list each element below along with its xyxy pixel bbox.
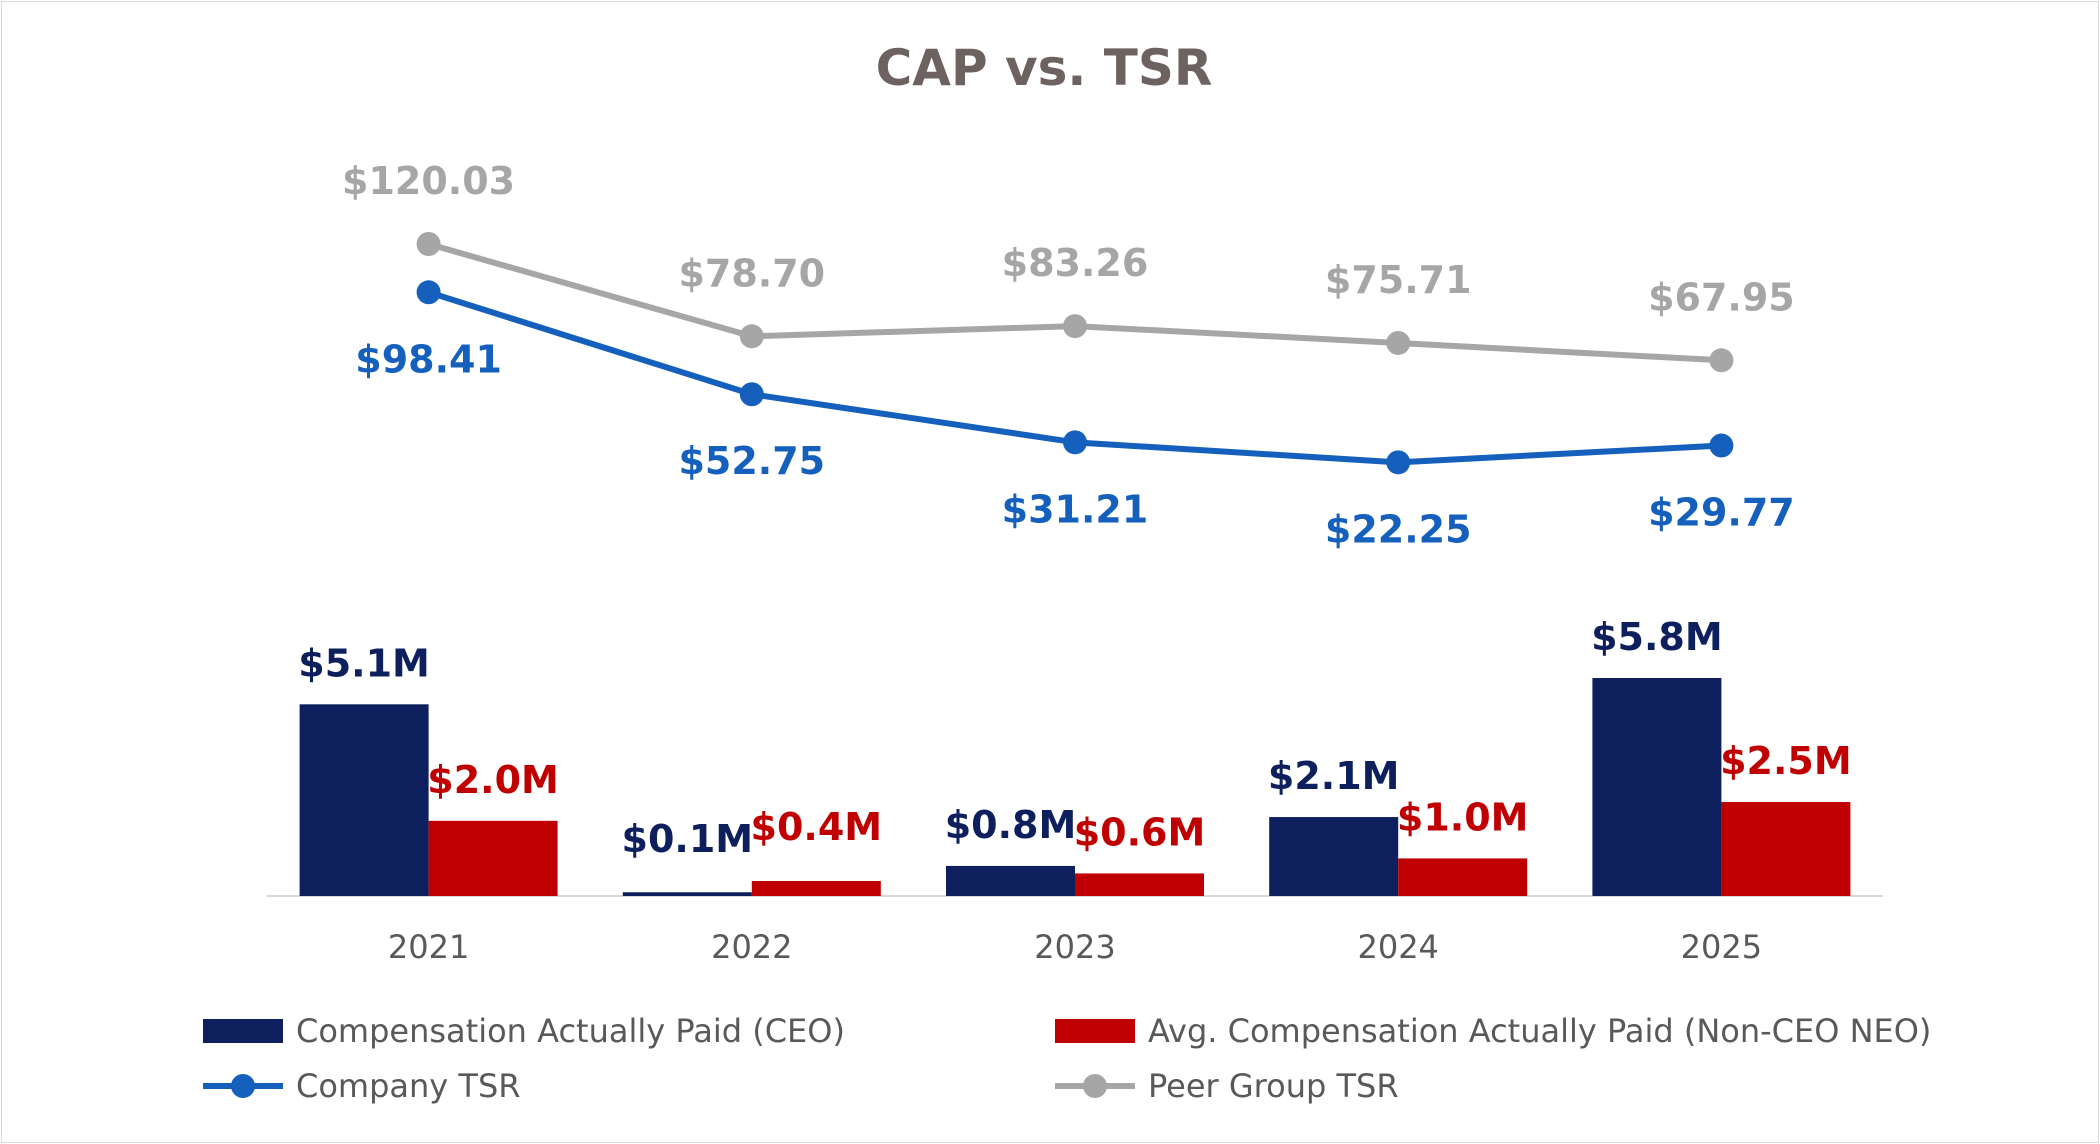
- legend-company-tsr-swatch-marker: [231, 1074, 255, 1098]
- bar-label-neo-2021: $2.0M: [427, 758, 559, 802]
- value-labels-layer: $5.1M $0.1M $0.8M $2.1M $5.8M $2.0M $0.4M $0.6M…: [298, 159, 1851, 861]
- bar-label-ceo-2024: $2.1M: [1268, 754, 1400, 798]
- point-company-tsr-2021: [416, 280, 441, 305]
- line-label-company-tsr-2024: $22.25: [1325, 507, 1472, 551]
- point-company-tsr-2022: [739, 382, 764, 407]
- bar-ceo-2024: [1269, 817, 1399, 896]
- line-label-company-tsr-2021: $98.41: [355, 337, 502, 381]
- point-company-tsr-2023: [1063, 430, 1087, 455]
- bar-neo-2022: [751, 880, 881, 896]
- bar-neo-2021: [428, 820, 558, 896]
- legend-neo-label: Avg. Compensation Actually Paid (Non-CEO…: [1148, 1012, 1931, 1050]
- line-label-company-tsr-2025: $29.77: [1648, 491, 1795, 535]
- line-label-company-tsr-2022: $52.75: [678, 439, 825, 483]
- x-tick-2023: 2023: [1034, 928, 1115, 966]
- bar-neo-2023: [1075, 873, 1204, 896]
- point-peer-group-tsr-2023: [1063, 314, 1087, 339]
- x-tick-labels: 2021 2022 2023 2024 2025: [388, 928, 1762, 966]
- bars-layer: [299, 678, 1851, 896]
- x-tick-2025: 2025: [1681, 928, 1762, 966]
- point-company-tsr-2024: [1386, 450, 1411, 475]
- line-label-peer-group-tsr-2022: $78.70: [678, 251, 825, 295]
- bar-label-ceo-2021: $5.1M: [298, 641, 430, 685]
- x-tick-2024: 2024: [1357, 928, 1438, 966]
- line-label-peer-group-tsr-2023: $83.26: [1002, 241, 1149, 285]
- bar-neo-2024: [1398, 858, 1528, 896]
- legend-peer-group-tsr-swatch-marker: [1083, 1074, 1107, 1098]
- legend-company-tsr-label: Company TSR: [296, 1067, 521, 1105]
- line-label-peer-group-tsr-2021: $120.03: [342, 159, 515, 203]
- bar-ceo-2023: [946, 865, 1075, 896]
- lines-layer: [416, 232, 1734, 475]
- point-company-tsr-2025: [1709, 433, 1734, 458]
- chart-title: CAP vs. TSR: [876, 39, 1213, 97]
- point-peer-group-tsr-2022: [739, 324, 764, 349]
- legend-ceo-swatch: [203, 1019, 283, 1043]
- line-label-peer-group-tsr-2024: $75.71: [1325, 258, 1472, 302]
- line-label-peer-group-tsr-2025: $67.95: [1648, 275, 1795, 319]
- point-peer-group-tsr-2025: [1709, 348, 1734, 373]
- bar-label-ceo-2025: $5.8M: [1591, 615, 1723, 659]
- x-tick-2022: 2022: [711, 928, 792, 966]
- bar-label-ceo-2022: $0.1M: [622, 817, 754, 861]
- bar-label-neo-2022: $0.4M: [751, 805, 883, 849]
- x-tick-2021: 2021: [388, 928, 469, 966]
- point-peer-group-tsr-2021: [416, 232, 441, 256]
- legend-neo-swatch: [1055, 1019, 1135, 1043]
- legend-peer-group-tsr-label: Peer Group TSR: [1148, 1067, 1399, 1105]
- bar-ceo-2022: [622, 892, 752, 896]
- bar-ceo-2025: [1592, 678, 1722, 896]
- bar-neo-2025: [1721, 802, 1851, 896]
- line-label-company-tsr-2023: $31.21: [1002, 487, 1149, 531]
- bar-label-neo-2023: $0.6M: [1074, 810, 1206, 854]
- bar-label-neo-2024: $1.0M: [1397, 795, 1529, 839]
- bar-label-neo-2025: $2.5M: [1720, 739, 1852, 783]
- bar-label-ceo-2023: $0.8M: [945, 803, 1077, 847]
- legend-ceo-label: Compensation Actually Paid (CEO): [296, 1012, 845, 1050]
- legend: Compensation Actually Paid (CEO) Avg. Com…: [203, 1012, 1931, 1105]
- bar-ceo-2021: [299, 704, 429, 896]
- point-peer-group-tsr-2024: [1386, 330, 1411, 355]
